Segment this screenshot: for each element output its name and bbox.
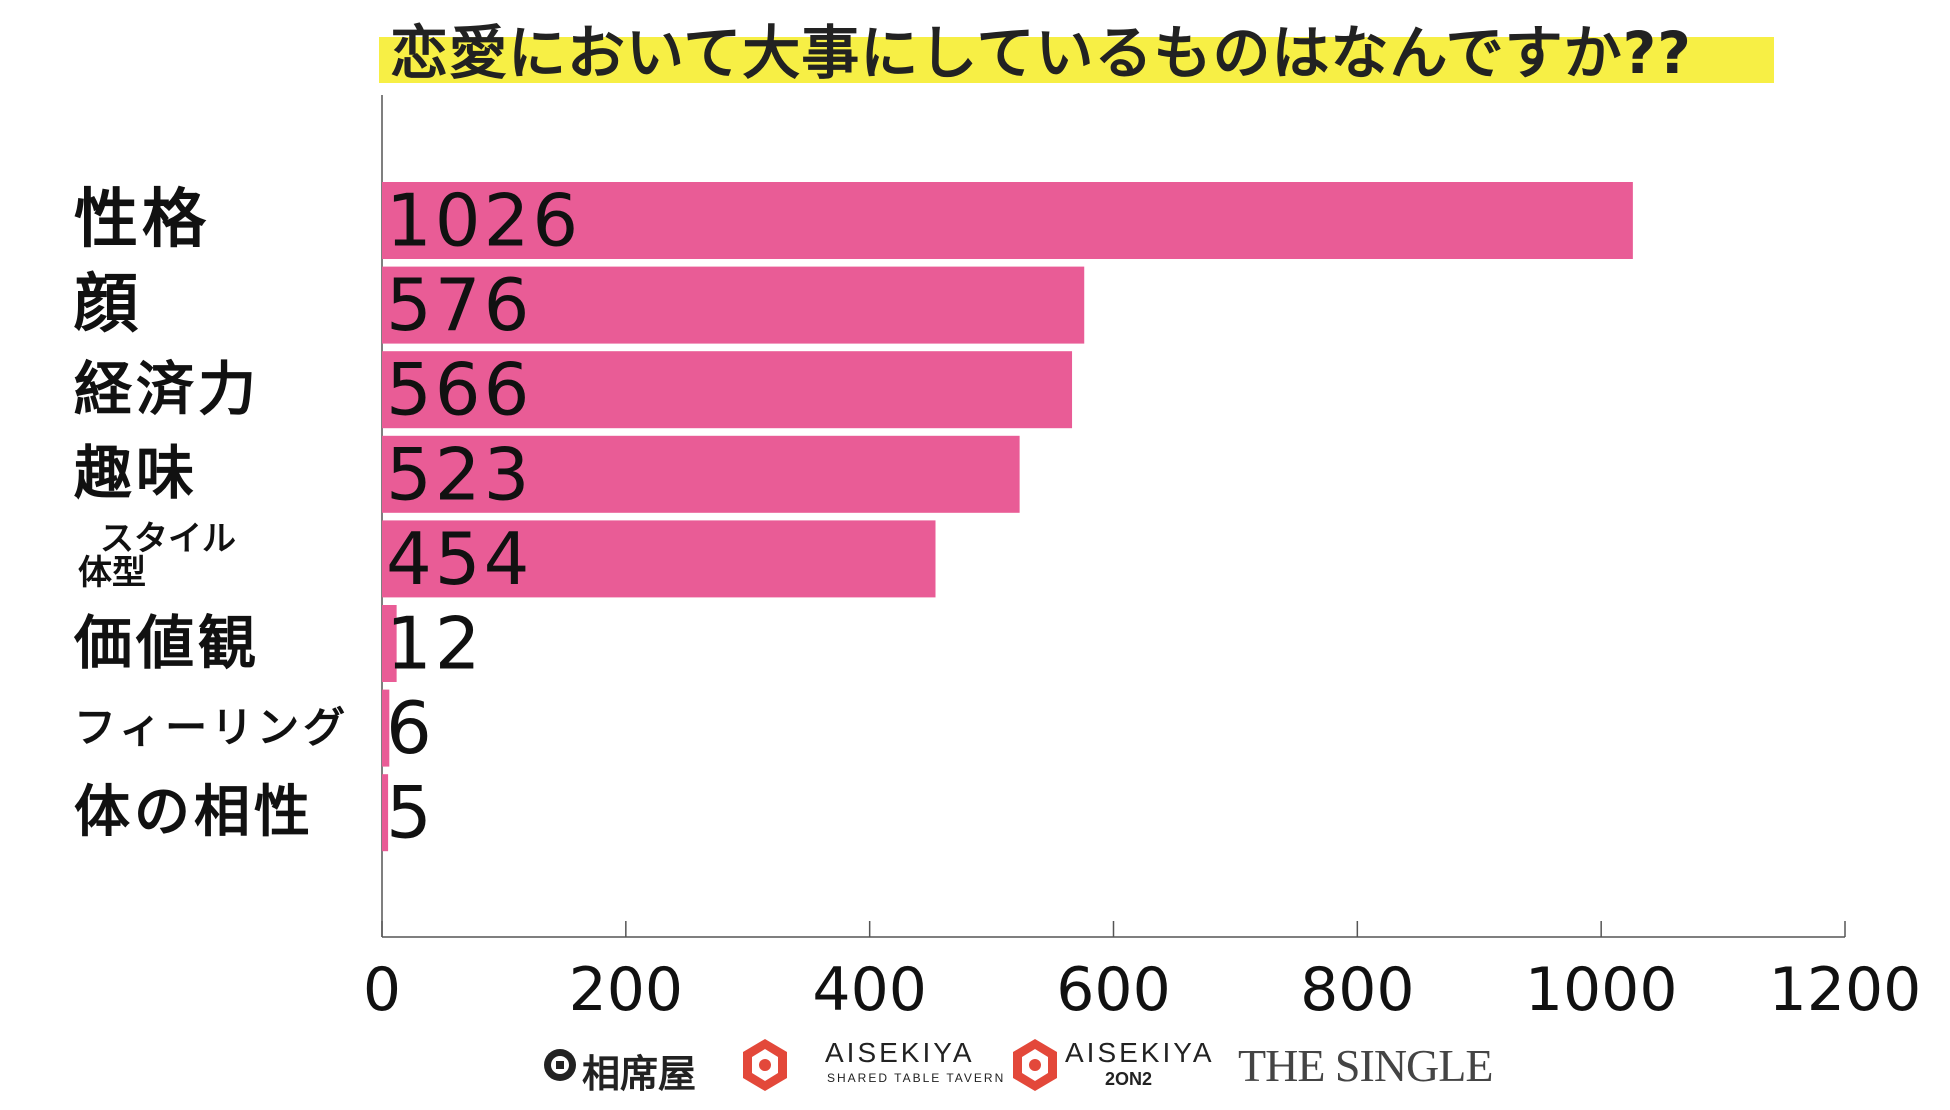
bar [382, 266, 1085, 344]
x-tick-label: 1000 [1525, 955, 1678, 1025]
footer-logos: 相席屋 AISEKIYA SHARED TABLE TAVERN AISEKIY… [540, 1035, 1520, 1096]
category-label-line1: スタイル [100, 518, 236, 559]
aisekiya-hex-logo-1 [743, 1039, 787, 1091]
bar [382, 182, 1633, 259]
bar-value-label: 566 [386, 348, 532, 432]
category-label: 性格 [74, 183, 210, 258]
title-highlight [379, 37, 1774, 83]
x-tick-label: 200 [569, 955, 684, 1025]
bar-value-label: 5 [386, 771, 435, 855]
bar [382, 605, 397, 682]
category-label-line2: 体型 [78, 552, 146, 593]
x-tick-label: 0 [363, 955, 401, 1025]
logo2-text: AISEKIYA [825, 1037, 975, 1068]
bar-value-label: 523 [386, 432, 532, 516]
chart-title: 恋愛において大事にしているものはなんですか?? [390, 19, 1692, 87]
bar [382, 351, 1073, 429]
bar-value-label: 12 [386, 602, 484, 686]
x-tick-label: 1200 [1769, 955, 1922, 1025]
x-tick-label: 800 [1300, 955, 1415, 1025]
bar [382, 689, 390, 767]
aisekiya-seal-logo [544, 1049, 576, 1081]
aisekiya-hex-logo-2 [1013, 1039, 1057, 1091]
category-label: 価値観 [74, 608, 261, 677]
x-tick-label: 400 [812, 955, 927, 1025]
category-label: 趣味 [74, 439, 199, 508]
category-label: 経済力 [74, 354, 261, 423]
bar-value-label: 454 [386, 517, 532, 601]
logos-graphic [544, 1039, 1057, 1091]
x-tick-label: 600 [1056, 955, 1171, 1025]
bar [382, 520, 936, 598]
bar-value-label: 6 [386, 686, 435, 770]
logo2-sub: SHARED TABLE TAVERN [827, 1071, 1006, 1085]
category-label: 顔 [74, 267, 142, 342]
bar-value-label: 576 [386, 263, 532, 347]
category-label: 体の相性 [74, 779, 314, 845]
bar [382, 435, 1020, 513]
logo4-text: THE SINGLE [1238, 1040, 1493, 1091]
logo3-text: AISEKIYA [1065, 1037, 1215, 1068]
bar [382, 774, 389, 852]
logo3-sub: 2ON2 [1105, 1069, 1153, 1089]
category-label: フィーリング [74, 703, 350, 752]
bar-value-label: 1026 [386, 179, 581, 263]
logo1-text: 相席屋 [582, 1052, 697, 1096]
